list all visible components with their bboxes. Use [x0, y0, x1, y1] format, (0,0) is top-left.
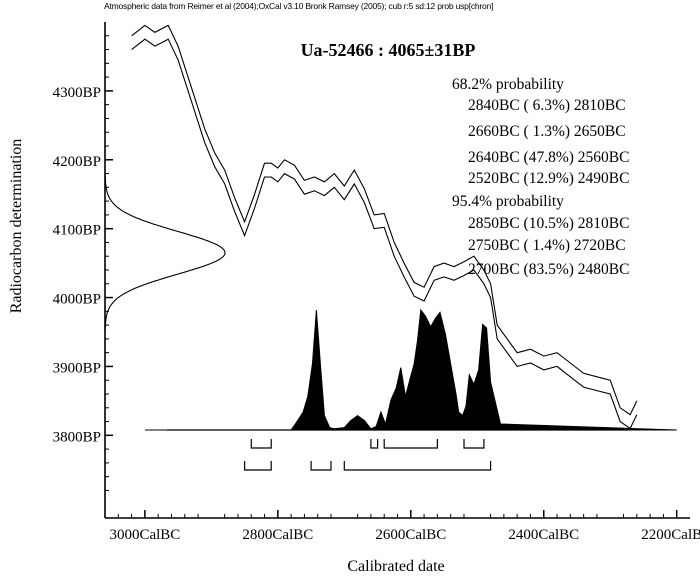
x-tick-label: 2200CalBC	[641, 527, 700, 543]
range-bracket-95	[244, 461, 272, 471]
range-bracket-68	[463, 439, 485, 449]
y-axis-label: Radiocarbon determination	[8, 139, 25, 314]
range-bracket-68	[370, 439, 379, 449]
text-layer: Ua-52466 : 4065±31BP Calibrated date Rad…	[8, 40, 629, 575]
y-tick-label: 4300BP	[53, 85, 101, 101]
probability-annotation: 68.2% probability	[452, 76, 564, 93]
chart-title: Ua-52466 : 4065±31BP	[301, 40, 476, 60]
y-tick-label: 4200BP	[53, 154, 101, 170]
probability-annotation: 2850BC (10.5%) 2810BC	[468, 215, 629, 232]
probability-annotation: 2840BC ( 6.3%) 2810BC	[468, 97, 626, 114]
range-bracket-95	[310, 461, 332, 471]
range-bracket-68	[250, 439, 272, 449]
x-tick-label: 2600CalBC	[375, 527, 446, 543]
y-tick-label: 3900BP	[53, 360, 101, 376]
x-axis-label: Calibrated date	[347, 558, 444, 575]
probability-annotation: 2750BC ( 1.4%) 2720BC	[468, 237, 626, 254]
x-tick-label: 3000CalBC	[109, 527, 180, 543]
probability-annotation: 95.4% probability	[452, 193, 564, 210]
probability-annotation: 2700BC (83.5%) 2480BC	[468, 261, 629, 278]
probability-annotation: 2660BC ( 1.3%) 2650BC	[468, 123, 626, 140]
calibrated-probability	[144, 308, 677, 431]
y-tick-label: 4000BP	[53, 292, 101, 308]
probability-annotation: 2640BC (47.8%) 2560BC	[468, 149, 629, 166]
range-bracket-95	[343, 461, 492, 471]
curve-layer	[131, 24, 638, 430]
y-tick-label: 4100BP	[53, 223, 101, 239]
measurement-layer	[104, 176, 226, 330]
range-bracket-68	[383, 439, 438, 449]
measurement-distribution	[104, 176, 226, 330]
y-tick-label: 3800BP	[53, 429, 101, 445]
calibration-curve-upper	[131, 24, 638, 416]
calibration-curve-lower	[131, 38, 638, 430]
probability-layer	[144, 308, 677, 431]
probability-annotation: 2520BC (12.9%) 2490BC	[468, 170, 629, 187]
range-brackets-layer	[244, 439, 492, 471]
attribution-header: Atmospheric data from Reimer et al (2004…	[104, 1, 494, 11]
x-tick-label: 2400CalBC	[508, 527, 579, 543]
x-tick-label: 2800CalBC	[242, 527, 313, 543]
axes-layer: 4300BP 4200BP 4100BP 4000BP 3900BP 3800BP 3000…	[53, 22, 700, 543]
